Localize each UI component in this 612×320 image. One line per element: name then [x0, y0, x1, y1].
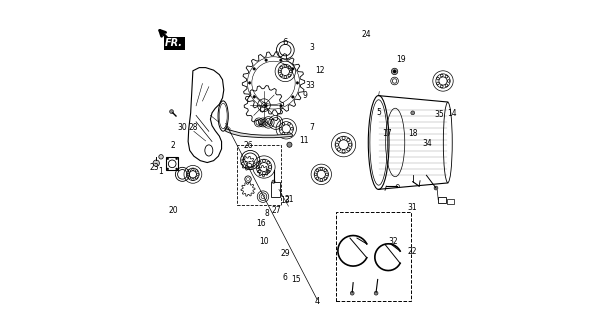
Text: 28: 28: [188, 123, 198, 132]
Circle shape: [176, 158, 177, 160]
Text: 3: 3: [309, 43, 314, 52]
Circle shape: [248, 82, 251, 84]
Circle shape: [287, 142, 292, 147]
Circle shape: [166, 168, 169, 170]
Circle shape: [265, 59, 267, 61]
Text: 22: 22: [407, 247, 417, 256]
Circle shape: [170, 110, 173, 114]
Text: 19: 19: [396, 55, 406, 64]
Circle shape: [296, 82, 299, 84]
Circle shape: [392, 68, 398, 75]
Circle shape: [166, 158, 169, 160]
Text: 25: 25: [243, 161, 253, 170]
Circle shape: [280, 59, 282, 61]
Text: 34: 34: [423, 139, 433, 148]
Circle shape: [176, 168, 177, 170]
Circle shape: [253, 96, 255, 98]
Circle shape: [280, 104, 282, 107]
Text: 23: 23: [150, 164, 160, 172]
Text: FR.: FR.: [165, 38, 183, 48]
Text: 7: 7: [309, 123, 314, 132]
Text: 18: 18: [408, 129, 417, 138]
Text: 33: 33: [306, 81, 316, 90]
Circle shape: [265, 104, 267, 107]
Text: 6: 6: [283, 273, 288, 282]
Text: 14: 14: [447, 109, 457, 118]
Text: 31: 31: [407, 203, 417, 212]
Circle shape: [434, 186, 438, 190]
Circle shape: [350, 291, 354, 295]
Text: 9: 9: [303, 91, 308, 100]
Text: 24: 24: [361, 30, 371, 39]
Text: 4: 4: [315, 297, 320, 306]
Ellipse shape: [411, 111, 415, 115]
Text: 16: 16: [256, 219, 266, 228]
Text: 1: 1: [158, 167, 163, 176]
Circle shape: [272, 180, 275, 183]
Text: 8: 8: [264, 209, 269, 218]
Text: 35: 35: [435, 110, 444, 119]
Text: 21: 21: [285, 195, 294, 204]
Text: 26: 26: [243, 141, 253, 150]
Text: 29: 29: [280, 250, 290, 259]
Circle shape: [159, 155, 163, 159]
Text: 17: 17: [382, 129, 392, 138]
Text: 2: 2: [171, 141, 175, 150]
Circle shape: [393, 70, 396, 73]
Circle shape: [153, 160, 160, 166]
Text: 20: 20: [169, 206, 179, 215]
Text: 6: 6: [283, 38, 288, 47]
Circle shape: [374, 291, 378, 295]
Text: 12: 12: [316, 66, 325, 75]
Circle shape: [291, 68, 294, 70]
Text: 30: 30: [177, 123, 187, 132]
Circle shape: [253, 68, 255, 70]
Text: 15: 15: [291, 275, 300, 284]
Text: 5: 5: [376, 108, 381, 117]
Text: 32: 32: [389, 237, 398, 246]
Polygon shape: [226, 129, 293, 138]
Text: 11: 11: [300, 136, 309, 145]
Text: 10: 10: [259, 237, 269, 246]
Text: 13: 13: [280, 196, 290, 205]
Circle shape: [291, 96, 294, 98]
Text: 27: 27: [272, 206, 282, 215]
